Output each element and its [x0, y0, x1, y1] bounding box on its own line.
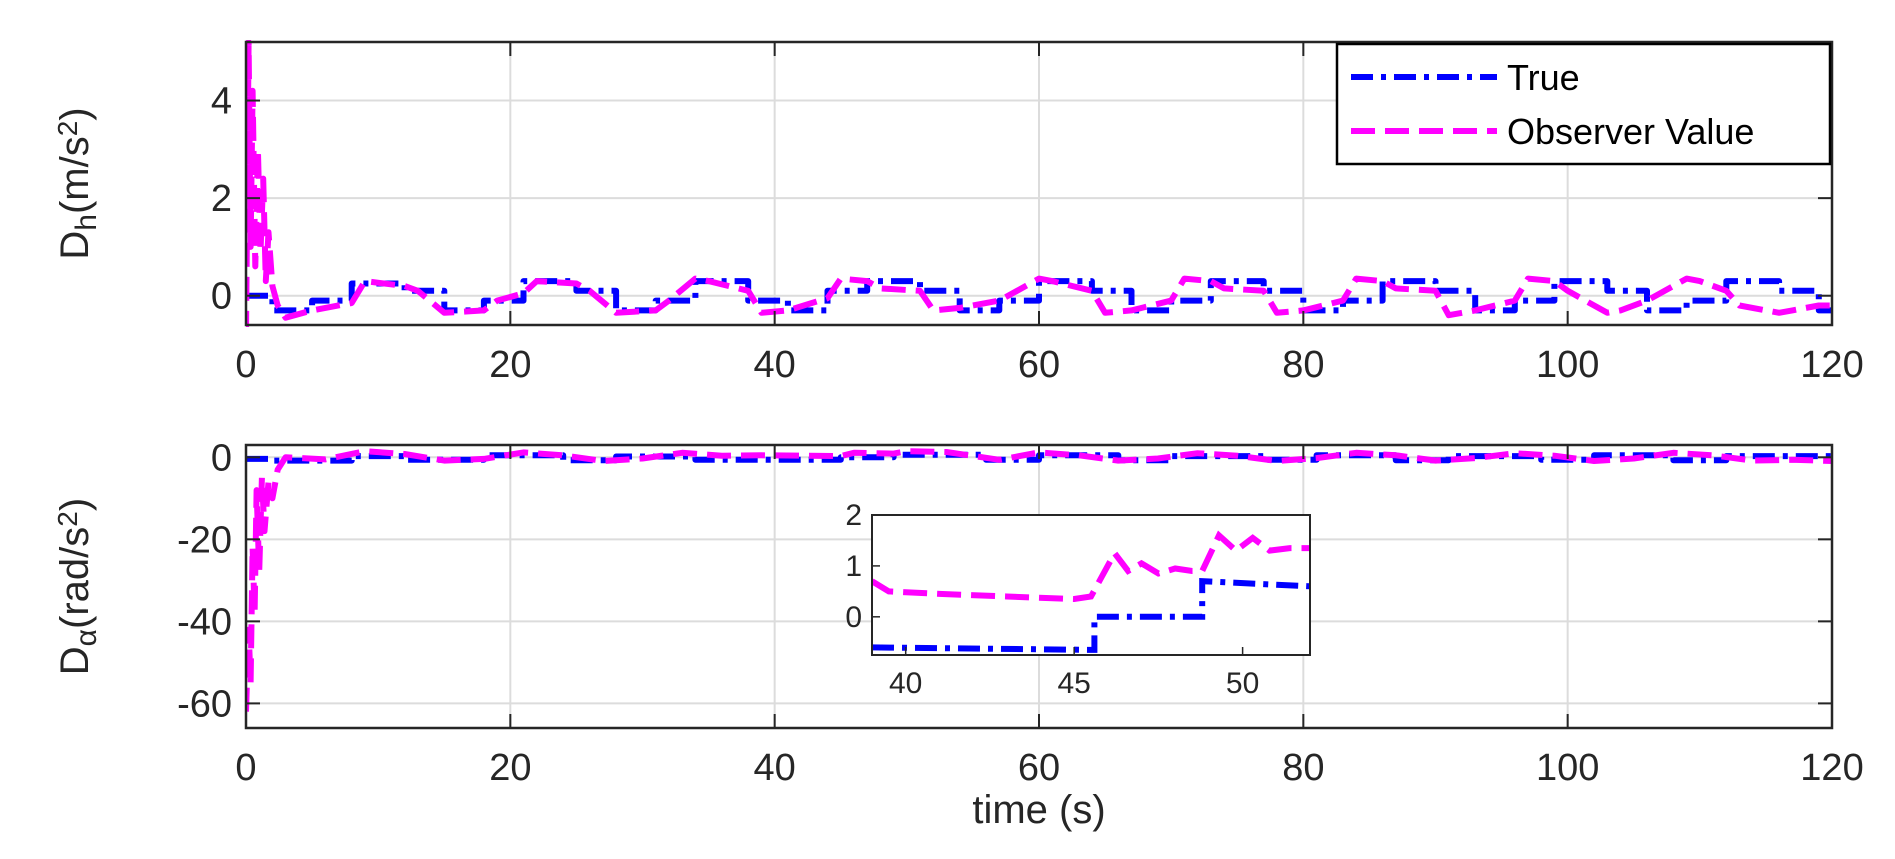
series-line-observer [246, 40, 1832, 327]
inset-axes-box [871, 514, 1311, 656]
legend: True Observer Value [1335, 42, 1832, 166]
inset-panel: 40 45 50 0 1 2 [845, 499, 1311, 700]
inset-x-tick-label: 45 [1057, 667, 1090, 700]
y-label-sub: h [70, 214, 103, 231]
y-tick-label: 4 [211, 81, 232, 123]
y-label-sup: 2 [52, 121, 83, 137]
inset-x-tick-label: 50 [1226, 667, 1259, 700]
legend-label-true: True [1507, 57, 1580, 98]
y-label-sup: 2 [52, 511, 83, 527]
x-tick-label: 60 [1018, 344, 1060, 386]
inset-y-tick-label: 0 [845, 601, 862, 634]
y-axis-label: Dh(m/s2) [52, 107, 103, 259]
inset-series-line-true [872, 578, 1310, 653]
y-axis-label: Dα(rad/s2) [52, 498, 103, 675]
x-tick-label: 120 [1800, 747, 1863, 789]
x-tick-label: 40 [754, 344, 796, 386]
series-line-observer [246, 448, 1832, 712]
inset-series-line-observer [872, 530, 1310, 603]
y-tick-label: -20 [177, 519, 232, 561]
y-tick-label: 0 [211, 437, 232, 479]
x-axis-label: time (s) [972, 788, 1105, 832]
x-tick-label: 120 [1800, 344, 1863, 386]
y-label-close: ) [53, 107, 97, 120]
x-tick-label: 20 [489, 747, 531, 789]
x-tick-label: 20 [489, 344, 531, 386]
x-tick-label: 80 [1282, 344, 1324, 386]
x-tick-label: 60 [1018, 747, 1060, 789]
y-label-main: D [53, 231, 97, 260]
y-label-unit: (m/s [53, 136, 97, 214]
y-label-close: ) [53, 498, 97, 511]
x-tick-label: 100 [1536, 344, 1599, 386]
y-tick-label: 0 [211, 276, 232, 318]
y-tick-label: -40 [177, 601, 232, 643]
legend-box [1335, 42, 1832, 166]
y-tick-label: 2 [211, 178, 232, 220]
y-label-sub: α [70, 629, 103, 646]
inset-y-tick-label: 2 [845, 499, 862, 532]
inset-y-tick-label: 1 [845, 550, 862, 583]
inset-x-tick-label: 40 [889, 667, 922, 700]
x-tick-label: 0 [235, 747, 256, 789]
legend-label-observer: Observer Value [1507, 111, 1754, 152]
y-label-unit: (rad/s [53, 527, 97, 629]
x-tick-label: 0 [235, 344, 256, 386]
x-tick-label: 100 [1536, 747, 1599, 789]
y-tick-label: -60 [177, 683, 232, 725]
y-label-main: D [53, 646, 97, 675]
x-tick-label: 40 [754, 747, 796, 789]
x-tick-label: 80 [1282, 747, 1324, 789]
